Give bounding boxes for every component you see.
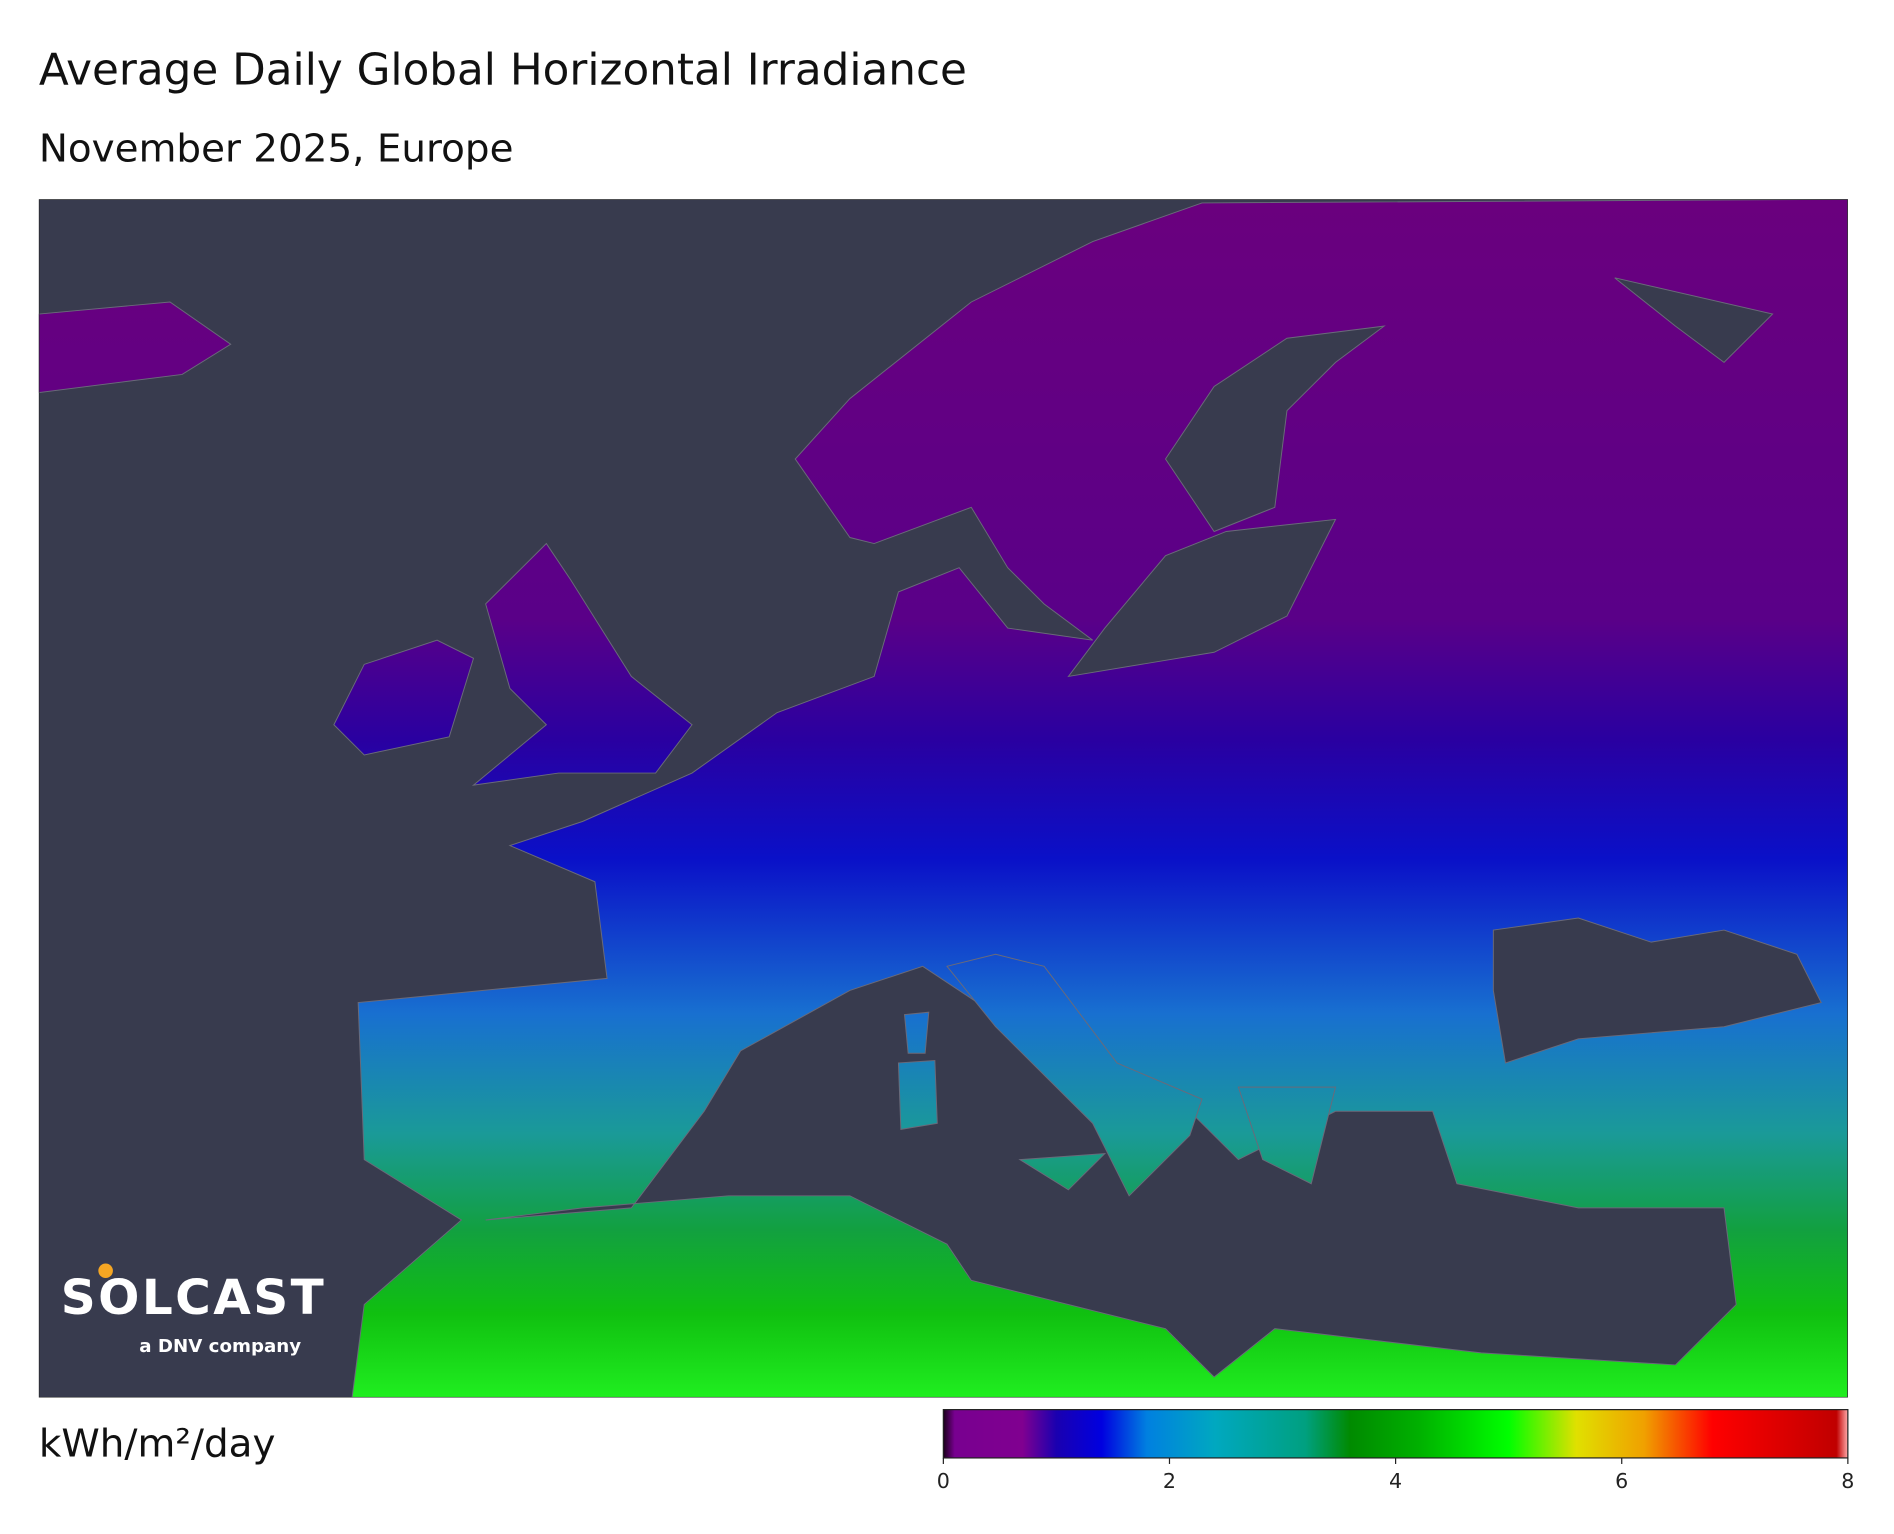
corsica — [903, 1011, 930, 1054]
colorbar-scale — [942, 1409, 1849, 1459]
colorbar-tick-label: 0 — [937, 1469, 950, 1493]
colorbar-tick-label: 6 — [1615, 1469, 1628, 1493]
title: Average Daily Global Horizontal Irradian… — [39, 46, 967, 96]
baltic-sea — [1067, 518, 1337, 678]
italy — [946, 953, 1203, 1197]
colorbar-tick-label: 2 — [1163, 1469, 1176, 1493]
subtitle: November 2025, Europe — [39, 127, 514, 172]
map: SOLCAST a DNV company — [38, 199, 1848, 1398]
ireland — [333, 639, 475, 756]
logo-tagline: a DNV company — [139, 1336, 301, 1357]
mediterranean — [485, 965, 1737, 1378]
sicily — [1018, 1152, 1107, 1191]
gulf-of-bothnia — [1164, 325, 1386, 533]
white-sea — [1614, 277, 1774, 364]
colorbar-tick-label: 8 — [1841, 1469, 1854, 1493]
logo: SOLCAST — [61, 1270, 327, 1326]
sardinia — [897, 1060, 938, 1130]
black-sea — [1492, 917, 1822, 1064]
great-britain — [471, 542, 693, 786]
iceland — [38, 301, 232, 394]
colorbar-label: kWh/m²/day — [39, 1421, 276, 1466]
logo-sun — [98, 1263, 113, 1278]
colorbar: 0 2 4 6 8 — [937, 1409, 1854, 1493]
greece — [1237, 1086, 1337, 1185]
colorbar-tick-label: 4 — [1389, 1469, 1402, 1493]
